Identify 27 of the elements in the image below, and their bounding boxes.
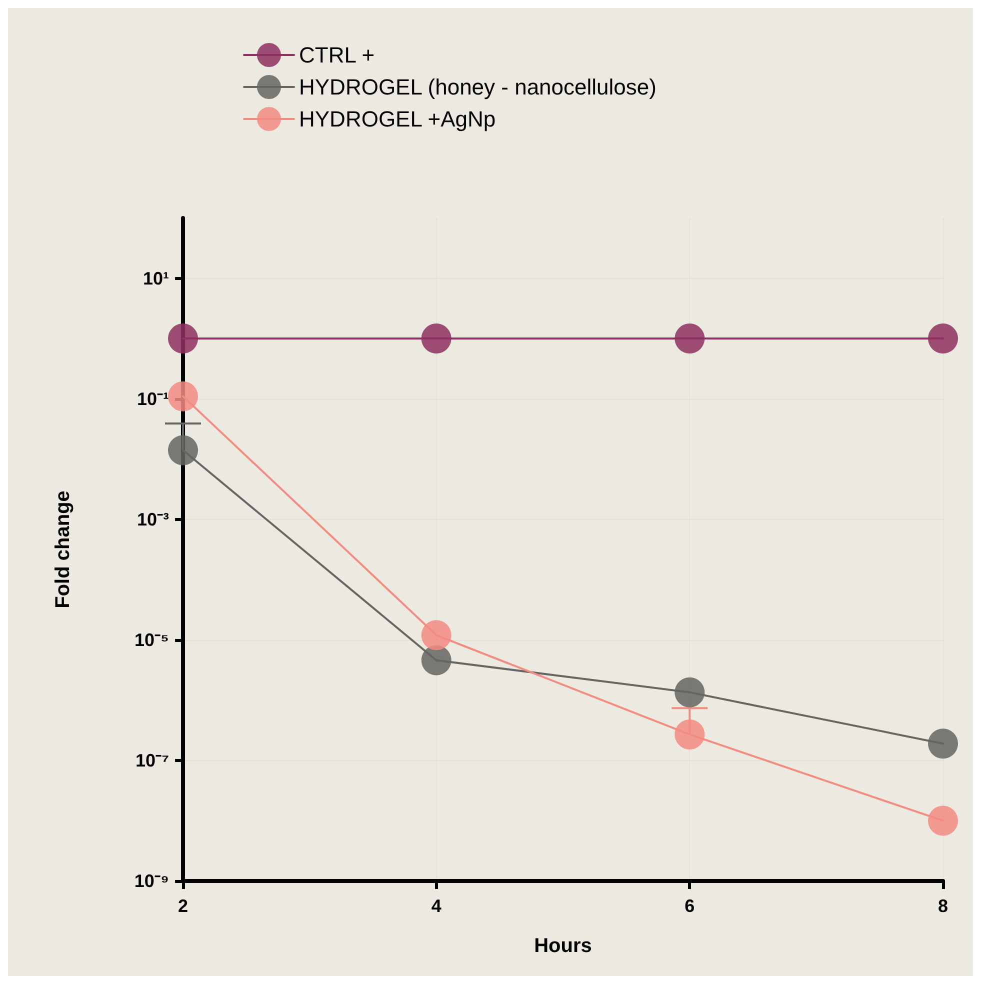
point bbox=[168, 324, 198, 354]
point bbox=[421, 645, 452, 676]
legend-label: CTRL + bbox=[299, 42, 375, 68]
y-tick-label: 10⁻⁵ bbox=[134, 630, 169, 650]
x-tick-label: 8 bbox=[938, 896, 948, 916]
point bbox=[421, 324, 452, 354]
y-axis-title: Fold change bbox=[52, 490, 74, 608]
point bbox=[421, 620, 452, 650]
y-tick-label: 10⁻⁹ bbox=[134, 871, 169, 891]
legend-label: HYDROGEL (honey - nanocellulose) bbox=[299, 74, 656, 100]
legend-label: HYDROGEL +AgNp bbox=[299, 106, 496, 132]
point bbox=[674, 719, 705, 750]
x-tick-label: 2 bbox=[178, 896, 188, 916]
point bbox=[928, 806, 958, 836]
point bbox=[674, 324, 705, 354]
point bbox=[928, 728, 958, 759]
point bbox=[168, 381, 198, 412]
y-tick-label: 10⁻³ bbox=[136, 509, 170, 530]
x-tick-label: 6 bbox=[684, 896, 695, 916]
y-tick-label: 10¹ bbox=[142, 268, 170, 288]
point bbox=[674, 677, 705, 708]
x-tick-label: 4 bbox=[431, 896, 442, 916]
y-tick-label: 10⁻¹ bbox=[136, 388, 170, 409]
x-axis-title: Hours bbox=[534, 935, 592, 957]
point bbox=[168, 435, 198, 466]
y-tick-label: 10⁻⁷ bbox=[136, 750, 169, 770]
point bbox=[928, 324, 958, 354]
